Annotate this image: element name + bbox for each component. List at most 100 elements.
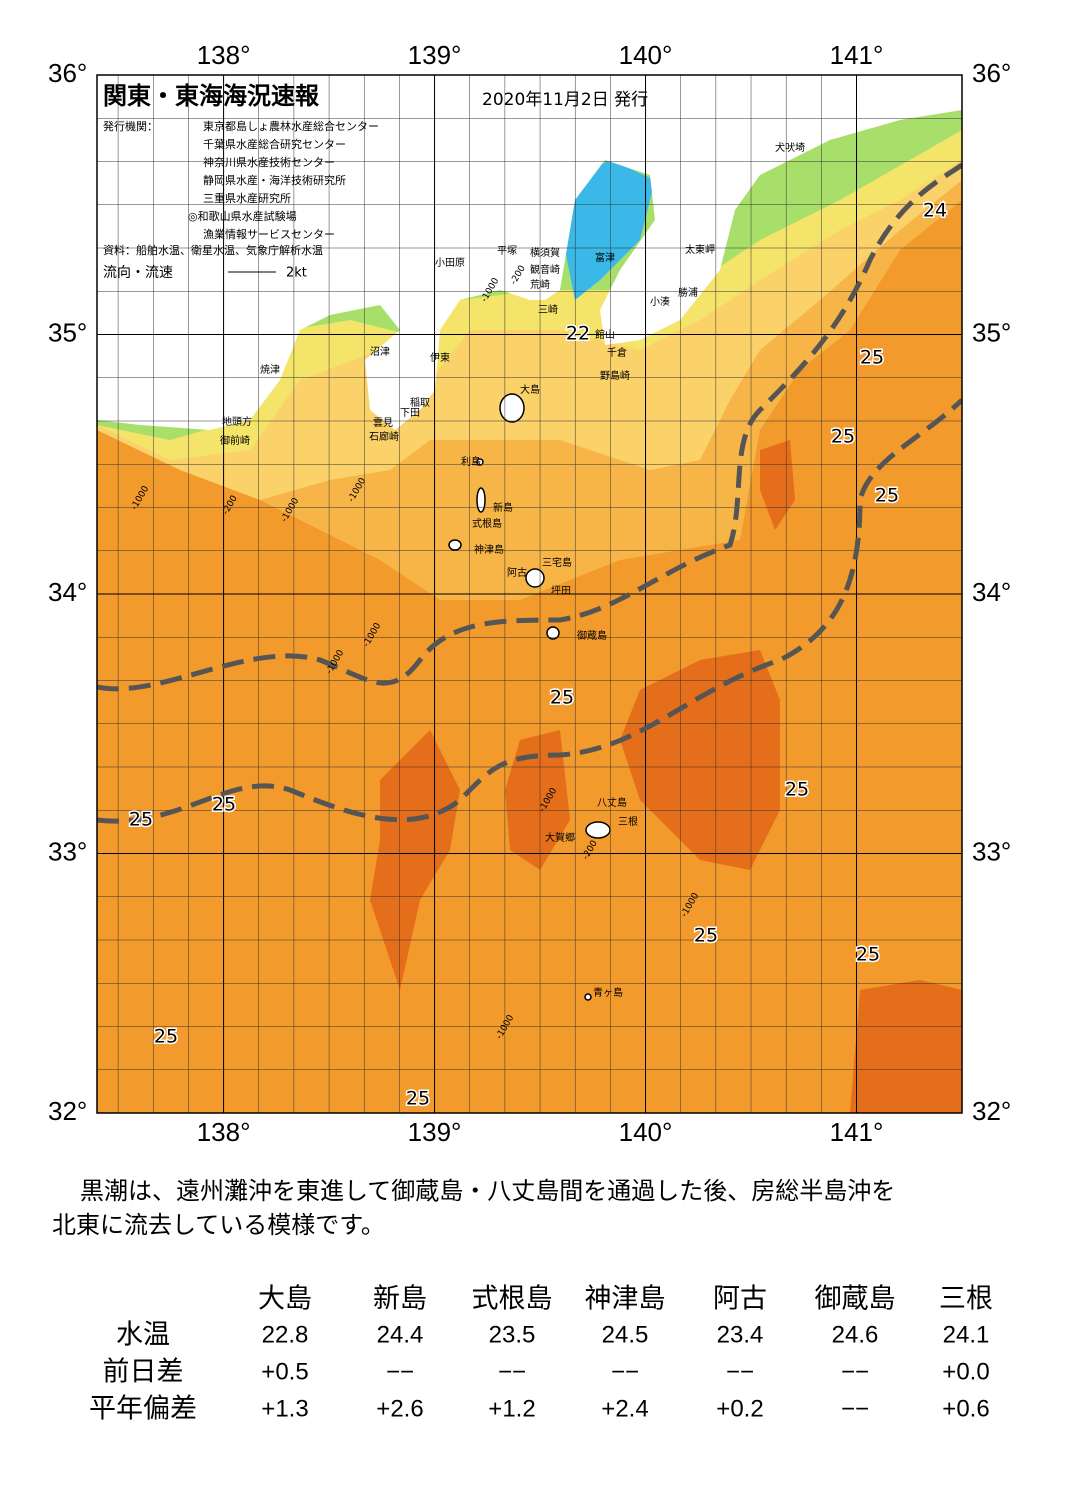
- table-cell: +0.6: [942, 1395, 989, 1422]
- table-cell: −−: [726, 1358, 754, 1385]
- place-label: 稲取: [410, 397, 430, 409]
- x-tick-label: 139°: [408, 40, 462, 70]
- isotherm-label: 25: [406, 1088, 430, 1110]
- issuer: 神奈川県水産技術センター: [203, 155, 335, 169]
- place-label: 沼津: [370, 345, 390, 358]
- x-tick-label: 139°: [408, 1117, 462, 1147]
- y-tick-label: 36°: [972, 58, 1011, 88]
- isotherm-label: 25: [550, 687, 574, 709]
- table-cell: 24.4: [377, 1321, 424, 1348]
- place-label: 伊東: [430, 351, 450, 364]
- isotherm-label: 25: [694, 925, 718, 947]
- flow-label: 流向・流速: [103, 265, 173, 281]
- issuer-label: 発行機関：: [103, 119, 158, 133]
- table-header: 式根島: [472, 1284, 553, 1315]
- isotherm-label: 25: [785, 779, 809, 801]
- place-label: 平塚: [497, 245, 517, 257]
- warmest-zone: [370, 440, 962, 1113]
- table-cell: 23.5: [489, 1321, 536, 1348]
- place-label: 新島: [493, 501, 513, 514]
- issuer: 漁業情報サービスセンター: [203, 227, 335, 241]
- row-label: 平年偏差: [89, 1394, 197, 1425]
- place-label: 横須賀: [530, 246, 560, 259]
- table-cell: +1.3: [261, 1395, 308, 1422]
- x-tick-label: 138°: [197, 40, 251, 70]
- isotherm-label: 25: [860, 347, 884, 369]
- place-label: 石廊崎: [369, 430, 399, 443]
- table-header: 新島: [373, 1284, 427, 1315]
- place-label: 焼津: [260, 364, 280, 376]
- table-cell: +2.6: [376, 1395, 423, 1422]
- place-label: 下田: [400, 408, 420, 419]
- isotherm-label: 25: [856, 944, 880, 966]
- flow-scale: 2kt: [286, 266, 307, 281]
- place-label: 勝浦: [678, 286, 698, 299]
- isotherm-label: 25: [875, 485, 899, 507]
- y-tick-label: 36°: [48, 58, 87, 88]
- y-tick-label: 32°: [48, 1096, 87, 1126]
- table-cell: −−: [841, 1358, 869, 1385]
- y-tick-label: 33°: [48, 836, 87, 866]
- kuroshio: [97, 162, 962, 824]
- issuer: ◎和歌山県水産試験場: [188, 209, 297, 223]
- table-cell: +0.0: [942, 1358, 989, 1385]
- y-tick-label: 34°: [48, 577, 87, 607]
- row-label: 前日差: [103, 1357, 184, 1388]
- y-tick-label: 33°: [972, 836, 1011, 866]
- isotherm-label: 25: [129, 809, 153, 831]
- table-cell: +0.2: [716, 1395, 763, 1422]
- table-header: 阿古: [713, 1284, 767, 1315]
- table-cell: +0.5: [261, 1358, 308, 1385]
- place-label: 御蔵島: [577, 629, 607, 642]
- place-label: 八丈島: [597, 796, 627, 809]
- table-header: 大島: [258, 1284, 312, 1315]
- y-tick-label: 35°: [972, 317, 1011, 347]
- table-cell: −−: [611, 1358, 639, 1385]
- x-tick-label: 138°: [197, 1117, 251, 1147]
- place-label: 富津: [595, 251, 615, 264]
- x-tick-label: 140°: [619, 1117, 673, 1147]
- table-cell: +2.4: [601, 1395, 648, 1422]
- y-tick-label: 32°: [972, 1096, 1011, 1126]
- place-label: 利島: [461, 455, 481, 468]
- table-cell: −−: [498, 1358, 526, 1385]
- isotherm-label: 22: [566, 323, 590, 345]
- x-tick-label: 141°: [830, 40, 884, 70]
- isotherm-label: 25: [831, 426, 855, 448]
- table-cell: 24.1: [943, 1321, 990, 1348]
- place-label: 三宅島: [542, 556, 572, 569]
- place-label: 神津島: [474, 543, 504, 556]
- place-label: 荒崎: [530, 278, 550, 291]
- place-label: 雲見: [373, 417, 393, 429]
- x-tick-label: 141°: [830, 1117, 884, 1147]
- place-label: 小田原: [435, 257, 465, 269]
- source: 資料：船舶水温、衛星水温、気象庁解析水温: [103, 243, 323, 257]
- table-header: 御蔵島: [815, 1284, 896, 1315]
- islands: [448, 393, 611, 1001]
- grid: [97, 75, 962, 1113]
- place-label: 大賀郷: [545, 831, 575, 844]
- table-header: 神津島: [585, 1284, 666, 1315]
- place-label: 式根島: [472, 517, 502, 530]
- isotherm-label: 25: [212, 794, 236, 816]
- place-label: 御前崎: [220, 434, 250, 447]
- place-label: 阿古: [507, 566, 527, 579]
- table-cell: 22.8: [262, 1321, 309, 1348]
- place-label: 青ヶ島: [593, 986, 623, 999]
- table-cell: 24.6: [832, 1321, 879, 1348]
- table-cell: 24.5: [602, 1321, 649, 1348]
- issuer: 東京都島しょ農林水産総合センター: [203, 119, 379, 133]
- issue-date: 2020年11月2日 発行: [482, 90, 648, 110]
- issuer: 静岡県水産・海洋技術研究所: [203, 173, 346, 187]
- isotherm-label: 25: [154, 1026, 178, 1048]
- place-label: 野島崎: [600, 369, 630, 382]
- issuer: 千葉県水産総合研究センター: [203, 137, 346, 151]
- x-tick-label: 140°: [619, 40, 673, 70]
- table-cell: 23.4: [717, 1321, 764, 1348]
- description-line: 黒潮は、遠州灘沖を東進して御蔵島・八丈島間を通過した後、房総半島沖を: [80, 1177, 895, 1205]
- table-header: 三根: [939, 1284, 993, 1315]
- y-tick-label: 35°: [48, 317, 87, 347]
- y-tick-label: 34°: [972, 577, 1011, 607]
